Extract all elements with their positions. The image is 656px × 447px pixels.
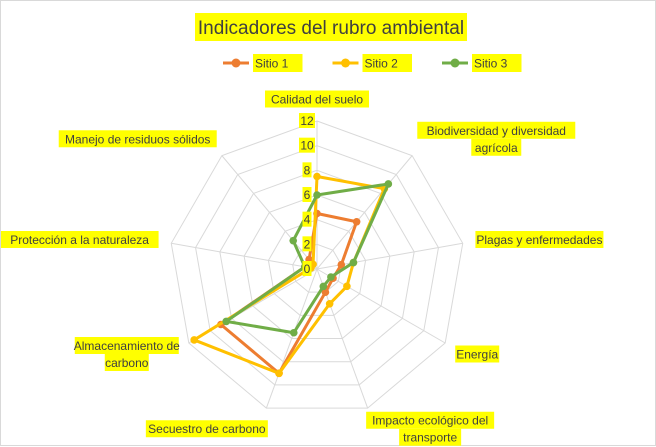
category-label: Secuestro de carbono xyxy=(145,420,268,438)
grid-ring xyxy=(170,120,464,409)
legend-item: Sitio 3 xyxy=(442,54,522,72)
category-label: Energía xyxy=(455,345,500,363)
radial-tick-highlight xyxy=(302,187,312,202)
data-point xyxy=(289,328,298,337)
legend: Sitio 1 Sitio 2 Sitio 3 xyxy=(223,54,522,72)
legend-swatch-marker xyxy=(450,58,460,68)
category-label-highlight xyxy=(104,354,149,371)
grid-ring xyxy=(219,169,415,363)
data-point xyxy=(349,258,358,267)
radial-tick-highlight xyxy=(302,162,312,178)
data-point xyxy=(313,191,321,199)
category-label-text: Biodiversidad y diversidad xyxy=(427,124,566,138)
category-label-text: Energía xyxy=(456,348,498,362)
legend-label: Sitio 1 xyxy=(255,57,289,71)
grid-ring xyxy=(267,219,367,316)
category-label: Almacenamiento de carbono xyxy=(74,337,180,371)
grid-spoke xyxy=(221,155,318,270)
radial-tick-highlight xyxy=(302,236,312,252)
grid-spoke xyxy=(316,268,446,344)
category-label-text: Manejo de residuos sólidos xyxy=(65,132,210,146)
category-label-highlight xyxy=(455,345,500,363)
series-line xyxy=(224,182,390,335)
series-line xyxy=(219,212,359,375)
category-label-text: Almacenamiento de xyxy=(74,339,180,353)
axis-labels: Calidad del suelo Biodiversidad y diversi… xyxy=(1,90,604,446)
legend-label: Sitio 2 xyxy=(365,57,399,71)
legend-label-highlight xyxy=(362,54,412,72)
category-label-highlight xyxy=(74,337,179,354)
grid-ring xyxy=(292,243,342,293)
data-point xyxy=(222,317,231,326)
radial-tick-highlight xyxy=(302,261,312,276)
category-label-highlight xyxy=(471,138,522,156)
data-point xyxy=(352,217,361,226)
category-label-highlight xyxy=(58,130,217,148)
title-highlight xyxy=(195,13,467,41)
radial-tick-highlight xyxy=(302,211,312,227)
legend-label: Sitio 3 xyxy=(474,57,508,71)
data-point xyxy=(289,236,298,245)
radial-tick-label: 8 xyxy=(304,163,311,177)
chart-title-text: Indicadores del rubro ambiental xyxy=(198,18,464,39)
category-label-text: agrícola xyxy=(475,141,518,155)
category-label-highlight xyxy=(1,230,159,248)
radial-tick-label: 12 xyxy=(300,114,314,128)
radial-tick-label: 6 xyxy=(304,188,311,202)
category-label-text: carbono xyxy=(105,356,149,370)
radial-tick-labels: 0 2 4 6 8 10 12 xyxy=(299,113,315,276)
category-label-highlight xyxy=(399,428,462,446)
data-point xyxy=(275,369,283,378)
legend-swatch-marker xyxy=(231,58,241,68)
legend-item: Sitio 2 xyxy=(332,54,412,72)
category-label: Manejo de residuos sólidos xyxy=(58,130,217,148)
category-label-highlight xyxy=(417,121,576,139)
category-label-text: Plagas y enfermedades xyxy=(476,233,602,247)
category-label: Plagas y enfermedades xyxy=(475,230,604,248)
category-label: Protección a la naturaleza xyxy=(1,230,159,248)
chart-title: Indicadores del rubro ambiental xyxy=(195,13,467,41)
radial-tick-label: 0 xyxy=(304,262,311,276)
data-point xyxy=(319,282,328,291)
legend-swatch-marker xyxy=(341,58,350,68)
category-label-text: Calidad del suelo xyxy=(271,93,363,107)
data-point xyxy=(321,288,330,296)
radar-grid xyxy=(170,120,464,409)
category-label-text: Impacto ecológico del xyxy=(372,414,488,428)
category-label-highlight xyxy=(265,90,369,108)
data-point xyxy=(190,336,198,344)
data-point xyxy=(384,180,393,188)
radial-tick-highlight xyxy=(299,113,315,128)
grid-ring xyxy=(243,194,391,340)
legend-item: Sitio 1 xyxy=(223,54,303,72)
legend-label-highlight xyxy=(253,54,303,72)
data-point xyxy=(337,260,346,269)
data-point xyxy=(313,172,321,181)
category-label: Calidad del suelo xyxy=(265,90,369,108)
radial-tick-label: 2 xyxy=(304,237,311,251)
legend-label-highlight xyxy=(472,54,522,72)
category-label: Biodiversidad y diversidad agrícola xyxy=(417,121,576,156)
category-label-text: Protección a la naturaleza xyxy=(10,233,149,247)
category-label-text: Secuestro de carbono xyxy=(148,422,266,436)
radial-tick-label: 10 xyxy=(300,139,314,153)
category-label-highlight xyxy=(366,411,495,429)
data-point xyxy=(343,282,351,291)
radial-tick-label: 4 xyxy=(304,213,311,227)
category-label-highlight xyxy=(475,230,604,248)
category-label-highlight xyxy=(145,420,268,438)
radial-tick-highlight xyxy=(299,137,315,153)
category-label: Impacto ecológico del transporte xyxy=(366,411,495,446)
data-point xyxy=(327,273,335,281)
grid-spoke xyxy=(171,242,318,270)
grid-spoke xyxy=(316,155,413,270)
category-label-text: transporte xyxy=(403,431,457,445)
data-point xyxy=(325,299,334,308)
grid-spoke xyxy=(265,268,318,409)
grid-ring xyxy=(195,145,439,386)
